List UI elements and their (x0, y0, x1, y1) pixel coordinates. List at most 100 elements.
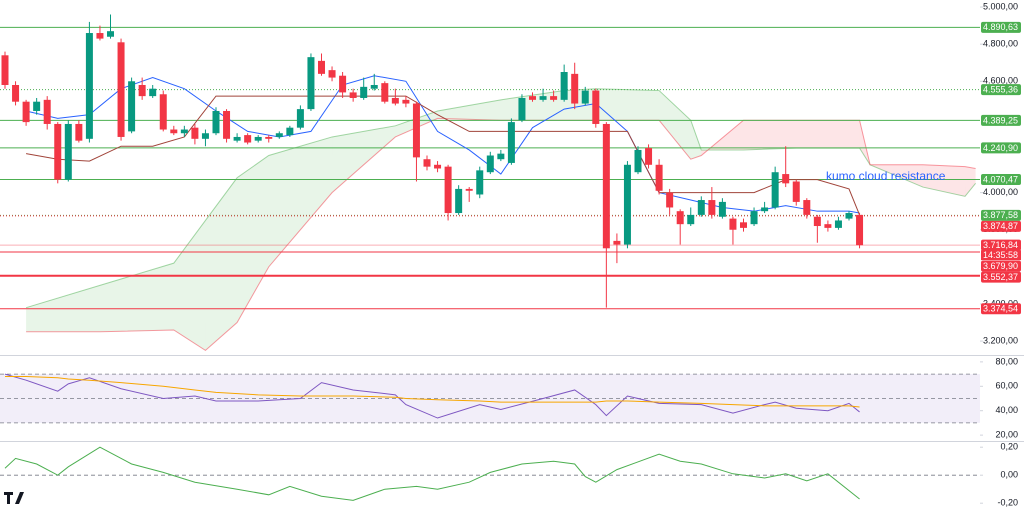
candle-body (834, 220, 842, 228)
candle-body (360, 86, 368, 98)
y-tick-label: -0,20 (997, 498, 1018, 508)
candle-body (740, 222, 747, 228)
cloud-fill (99, 263, 174, 332)
y-tick-label: 40,00 (995, 405, 1018, 415)
candle-body (845, 213, 853, 219)
candle-body (718, 201, 726, 217)
candle-body (455, 188, 463, 214)
y-tick-label: 60,00 (995, 381, 1018, 391)
price-label-box (981, 21, 1021, 33)
candle-body (581, 90, 589, 104)
candle-body (782, 174, 790, 184)
candle-body (856, 214, 864, 246)
candle-body (233, 136, 241, 141)
candle-body (645, 148, 653, 165)
y-tick-label: 4.000,00 (983, 187, 1018, 197)
candle-body (349, 92, 357, 98)
candle-body (708, 200, 716, 215)
candle-body (465, 188, 473, 191)
price-label: 4.555,36 (983, 84, 1018, 94)
candle-body (444, 166, 452, 214)
candle-body (180, 129, 188, 134)
candle-body (1, 55, 9, 85)
indicator-line (26, 95, 861, 216)
price-label: 3.716,84 (983, 240, 1018, 250)
countdown-box (981, 250, 1021, 261)
price-label: 3.874,87 (983, 221, 1018, 231)
cloud-fill (743, 120, 797, 150)
candle-body (771, 172, 779, 208)
candle-body (64, 123, 72, 180)
candle-body (434, 164, 442, 169)
candle-body (803, 200, 811, 215)
price-label: 4.890,63 (983, 22, 1018, 32)
cloud-fill (332, 125, 396, 193)
annotation: kumo cloud resistance (826, 169, 946, 183)
candle-body (518, 97, 526, 121)
candle-body (824, 224, 832, 228)
cloud-fill (173, 220, 206, 351)
candle-body (107, 31, 114, 37)
price-label-box (981, 220, 1021, 232)
candle-body (687, 214, 695, 225)
candle-body (296, 109, 304, 128)
y-tick-label: 80,00 (995, 356, 1018, 366)
candle-body (634, 149, 642, 173)
candle-body (318, 60, 325, 74)
candle-body (623, 164, 631, 245)
candle-body (761, 207, 769, 212)
candle-body (85, 33, 93, 139)
candle-body (813, 216, 821, 227)
candle-body (96, 33, 104, 39)
price-label: 3.552,37 (983, 272, 1018, 282)
price-label-box (981, 239, 1021, 251)
candle-body (423, 159, 431, 167)
candle-body (265, 136, 273, 139)
candle-body (159, 94, 167, 130)
price-label-box (981, 260, 1021, 272)
candle-body (33, 101, 41, 111)
candle-body (286, 127, 294, 136)
price-label-box (981, 303, 1021, 315)
candle-body (402, 99, 410, 104)
candle-body (223, 110, 231, 139)
candle-body (550, 96, 558, 100)
candle-body (275, 133, 283, 137)
indicator-line (5, 376, 860, 408)
candle-body (497, 153, 505, 160)
candle-body (592, 90, 600, 124)
candle-body (138, 84, 146, 97)
candle-body (560, 72, 568, 100)
candle-body (697, 200, 705, 215)
price-label: 4.070,47 (983, 174, 1018, 184)
y-tick-label: 5.000,00 (983, 1, 1018, 11)
candle-body (212, 110, 220, 134)
price-label-box (981, 114, 1021, 126)
cloud-fill (965, 166, 976, 197)
cloud-fill (205, 177, 238, 351)
y-tick-label: 3.200,00 (983, 335, 1018, 345)
candle-body (117, 42, 125, 137)
candle-body (370, 84, 378, 89)
candle-body (655, 164, 663, 191)
candle-body (792, 181, 800, 202)
cloud-fill (690, 120, 702, 160)
candle-body (170, 129, 178, 134)
candle-body (149, 88, 157, 97)
candle-body (201, 133, 209, 139)
price-label-box (981, 271, 1021, 283)
candle-body (571, 73, 579, 104)
candle-body (75, 123, 83, 141)
candle-body (54, 123, 62, 180)
cloud-fill (796, 120, 860, 149)
cloud-fill (268, 136, 333, 267)
y-tick-label: 20,00 (995, 429, 1018, 439)
candle-body (339, 75, 347, 93)
countdown: 14:35:58 (983, 250, 1018, 260)
candle-body (307, 57, 315, 110)
y-tick-label: 0,20 (1000, 442, 1018, 452)
candle-body (43, 99, 51, 124)
price-label-box (981, 209, 1021, 221)
